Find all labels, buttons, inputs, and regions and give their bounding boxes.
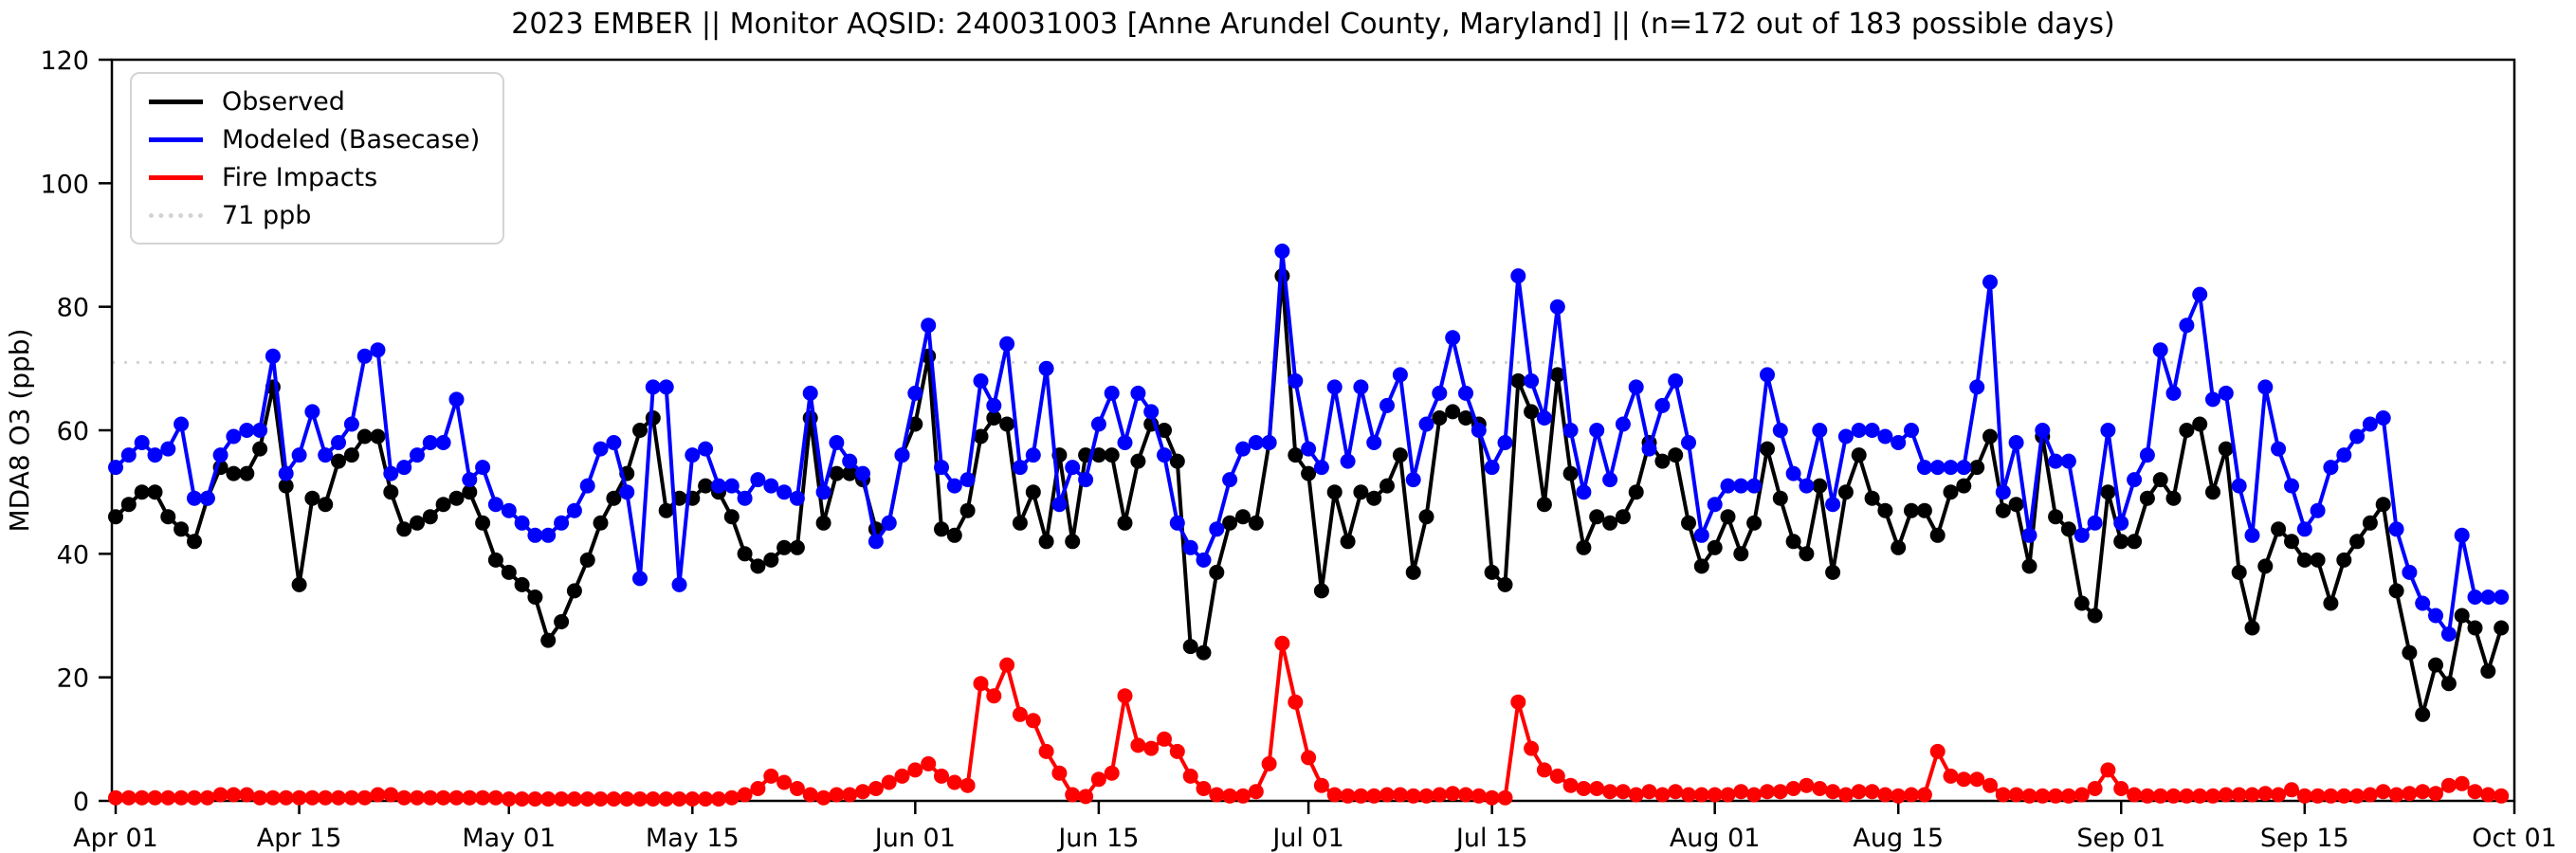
legend-swatch-fire: [149, 174, 203, 180]
svg-text:60: 60: [57, 417, 89, 446]
svg-text:Jun 15: Jun 15: [1056, 824, 1139, 853]
svg-text:May 15: May 15: [646, 824, 740, 853]
legend-item-observed: Observed: [149, 83, 480, 119]
svg-text:Apr 15: Apr 15: [257, 824, 342, 853]
legend-item-threshold: 71 ppb: [149, 197, 480, 233]
svg-text:0: 0: [73, 788, 89, 817]
svg-text:Aug 15: Aug 15: [1853, 824, 1944, 853]
svg-text:Jun 01: Jun 01: [873, 824, 956, 853]
svg-text:Oct 01: Oct 01: [2472, 824, 2557, 853]
chart-title: 2023 EMBER || Monitor AQSID: 240031003 […: [511, 8, 2115, 41]
chart-legend: Observed Modeled (Basecase) Fire Impacts…: [130, 72, 505, 245]
series-layer: [108, 244, 2510, 807]
legend-swatch-modeled: [149, 136, 203, 142]
svg-text:Aug 01: Aug 01: [1670, 824, 1761, 853]
svg-text:Apr 01: Apr 01: [73, 824, 158, 853]
svg-text:100: 100: [40, 170, 89, 199]
svg-text:Jul 15: Jul 15: [1454, 824, 1528, 853]
svg-text:May 01: May 01: [462, 824, 556, 853]
legend-swatch-threshold: [149, 212, 203, 218]
legend-item-modeled: Modeled (Basecase): [149, 121, 480, 157]
legend-swatch-observed: [149, 99, 203, 104]
svg-text:20: 20: [57, 664, 89, 694]
svg-text:120: 120: [40, 46, 89, 76]
svg-text:40: 40: [57, 540, 89, 570]
legend-item-fire: Fire Impacts: [149, 159, 480, 195]
axes-layer: 0 20 40 60 80 100 120 Apr 01 Apr 15 May 01 May 15 J…: [40, 46, 2556, 853]
svg-text:80: 80: [57, 294, 89, 323]
y-axis-label: MDA8 O3 (ppb): [4, 328, 35, 532]
svg-text:Sep 01: Sep 01: [2076, 824, 2165, 853]
svg-text:Jul 01: Jul 01: [1270, 824, 1344, 853]
svg-text:Sep 15: Sep 15: [2260, 824, 2349, 853]
